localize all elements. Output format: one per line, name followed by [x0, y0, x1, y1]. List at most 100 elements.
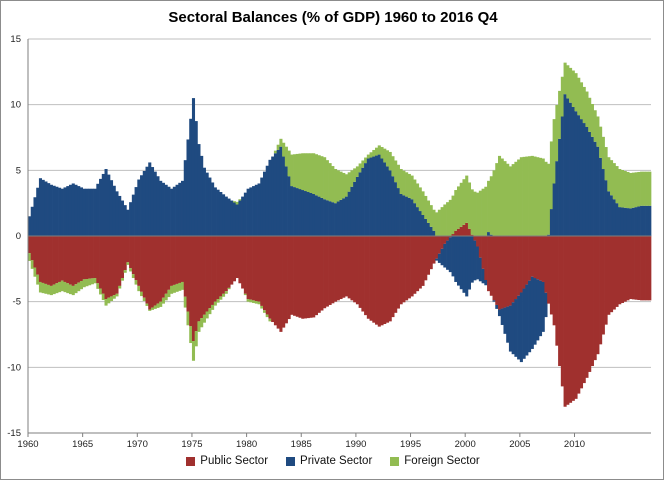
bar-public-sector [325, 236, 329, 307]
bar-foreign-sector [560, 76, 564, 117]
bar-foreign-sector [202, 314, 206, 323]
bar-private-sector [429, 226, 433, 236]
bar-foreign-sector [361, 160, 365, 168]
legend-swatch-private-sector [286, 456, 296, 466]
bar-public-sector [601, 236, 605, 335]
bar-public-sector [134, 236, 138, 280]
bar-public-sector [68, 236, 73, 285]
bar-private-sector [93, 188, 97, 236]
bar-private-sector [55, 186, 59, 236]
bar-foreign-sector [276, 144, 280, 150]
bar-foreign-sector [344, 174, 349, 197]
bar-public-sector [252, 236, 256, 301]
bar-foreign-sector [456, 186, 461, 229]
bar-foreign-sector [421, 191, 425, 215]
bar-foreign-sector [79, 280, 83, 290]
bar-public-sector [28, 236, 32, 254]
bar-public-sector [232, 236, 237, 282]
bar-public-sector [577, 236, 581, 394]
bar-public-sector [579, 236, 584, 389]
bar-foreign-sector [131, 274, 135, 279]
bar-private-sector [66, 186, 70, 236]
bar-public-sector [205, 236, 209, 312]
bar-public-sector [514, 236, 518, 300]
bar-foreign-sector [648, 171, 652, 206]
bar-foreign-sector [391, 156, 395, 177]
bar-private-sector [615, 203, 619, 236]
bar-public-sector [481, 236, 485, 269]
bar-private-sector [167, 186, 171, 236]
bar-public-sector [391, 236, 395, 318]
bar-private-sector [626, 208, 630, 236]
bar-private-sector [164, 184, 168, 236]
bar-private-sector [309, 192, 313, 236]
bar-private-sector [596, 146, 600, 236]
bar-foreign-sector [500, 158, 504, 236]
bar-foreign-sector [454, 190, 458, 231]
bar-foreign-sector [549, 141, 553, 210]
bar-private-sector [295, 188, 299, 236]
bar-private-sector [273, 153, 278, 236]
bar-public-sector [377, 236, 381, 327]
bar-public-sector [222, 236, 226, 294]
bar-private-sector [68, 184, 73, 236]
bar-public-sector [126, 236, 130, 263]
bar-foreign-sector [328, 163, 332, 202]
bar-private-sector [142, 170, 146, 236]
bar-private-sector [432, 230, 436, 236]
bar-private-sector [260, 177, 264, 236]
bar-private-sector [508, 305, 512, 352]
bar-private-sector [536, 279, 540, 341]
bar-private-sector [541, 281, 545, 332]
bar-private-sector [558, 138, 562, 236]
bar-public-sector [462, 224, 466, 236]
bar-public-sector [563, 236, 567, 407]
bar-public-sector [388, 236, 392, 322]
bar-public-sector [432, 236, 436, 264]
bar-public-sector [492, 236, 496, 301]
bar-public-sector [301, 236, 305, 319]
bar-foreign-sector [465, 175, 469, 223]
bar-foreign-sector [246, 299, 250, 302]
bar-foreign-sector [170, 285, 174, 294]
bar-foreign-sector [470, 189, 474, 235]
bar-foreign-sector [265, 314, 269, 318]
bar-public-sector [150, 236, 155, 308]
bar-private-sector [514, 299, 518, 357]
bar-foreign-sector [287, 150, 291, 177]
bar-private-sector [88, 188, 92, 236]
bar-public-sector [443, 236, 447, 244]
bar-private-sector [120, 200, 124, 236]
bar-foreign-sector [585, 91, 589, 127]
bar-foreign-sector [552, 119, 556, 184]
bar-public-sector [405, 236, 409, 301]
bar-private-sector [489, 234, 493, 236]
bar-foreign-sector [33, 267, 37, 277]
bar-public-sector [522, 236, 526, 289]
bar-foreign-sector [183, 296, 187, 308]
bar-foreign-sector [82, 279, 86, 288]
bar-private-sector [181, 180, 185, 236]
bar-public-sector [426, 236, 431, 275]
bar-foreign-sector [380, 147, 384, 159]
bar-foreign-sector [394, 160, 398, 183]
bar-foreign-sector [353, 168, 357, 182]
bar-foreign-sector [279, 138, 283, 147]
bar-public-sector [375, 236, 379, 325]
bar-private-sector [372, 156, 376, 236]
bar-private-sector [172, 186, 176, 236]
bar-foreign-sector [437, 209, 441, 236]
bar-public-sector [200, 236, 204, 319]
bar-foreign-sector [618, 169, 622, 208]
bar-foreign-sector [541, 158, 545, 236]
bar-public-sector [172, 236, 176, 285]
bar-foreign-sector [402, 170, 406, 196]
bar-public-sector [626, 236, 630, 301]
bar-public-sector [178, 236, 182, 283]
bar-public-sector [202, 236, 206, 315]
bar-public-sector [607, 236, 611, 315]
bar-private-sector [99, 178, 103, 236]
bar-public-sector [273, 236, 278, 326]
bar-foreign-sector [167, 289, 171, 298]
bar-foreign-sector [503, 161, 507, 236]
